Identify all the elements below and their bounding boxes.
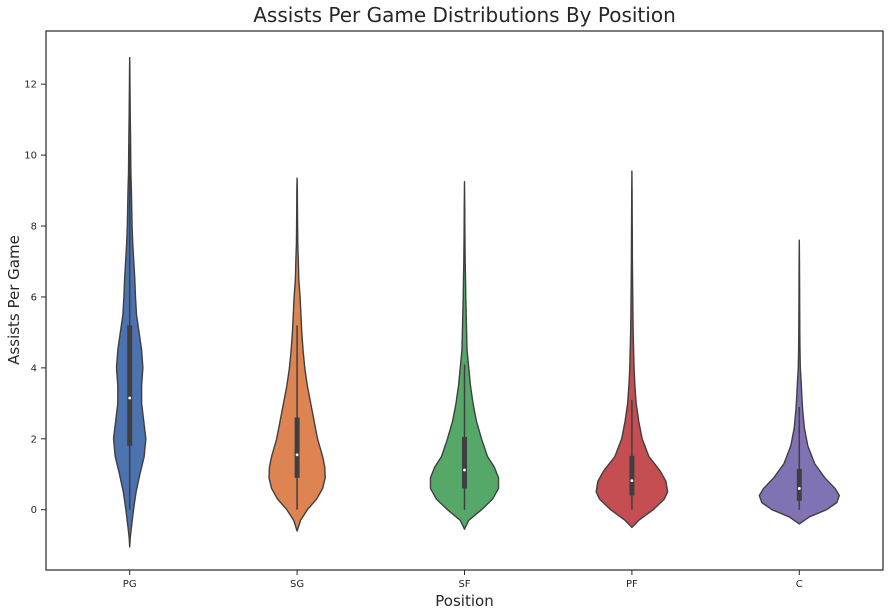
x-axis: PG SG SF PF C <box>123 570 803 590</box>
x-axis-label: Position <box>435 592 493 610</box>
y-tick-label: 8 <box>31 222 37 233</box>
y-tick-label: 2 <box>31 434 37 445</box>
y-tick-label: 10 <box>24 151 37 162</box>
y-tick-label: 0 <box>31 505 37 516</box>
violins-group <box>112 56 840 548</box>
chart-title: Assists Per Game Distributions By Positi… <box>253 3 676 27</box>
iqr-box-sg <box>294 417 300 478</box>
x-tick-label-c: C <box>796 579 803 590</box>
y-tick-label: 4 <box>31 363 37 374</box>
violin-pf <box>595 170 669 529</box>
median-point-pf <box>630 479 634 483</box>
median-point-sf <box>463 468 466 472</box>
x-tick-label-pg: PG <box>123 579 137 590</box>
iqr-box-c <box>796 468 802 501</box>
median-point-pg <box>128 396 132 400</box>
y-axis: 0 2 4 6 8 10 12 <box>24 80 46 516</box>
median-point-sg <box>295 453 299 457</box>
y-tick-label: 6 <box>31 292 37 303</box>
x-tick-label-sf: SF <box>458 579 470 590</box>
iqr-box-sf <box>462 437 467 489</box>
x-tick-label-sg: SG <box>290 579 304 590</box>
y-axis-label: Assists Per Game <box>5 235 23 365</box>
violin-sf <box>429 181 500 530</box>
x-tick-label-pf: PF <box>626 579 638 590</box>
violin-c <box>758 239 840 525</box>
iqr-box-pf <box>629 455 635 496</box>
y-tick-label: 12 <box>24 80 37 91</box>
median-point-c <box>797 487 801 490</box>
iqr-box-pg <box>127 325 133 446</box>
